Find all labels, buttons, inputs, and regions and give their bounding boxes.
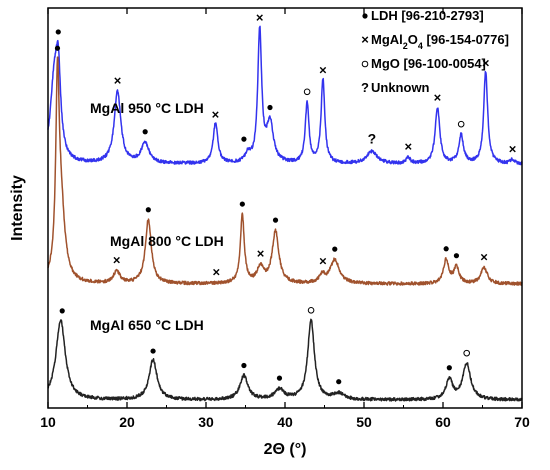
spinel-marker: × — [212, 107, 220, 122]
legend-entry-text: MgAl2O4 [96-154-0776] — [371, 32, 509, 51]
ldh-marker — [55, 29, 61, 35]
ldh-marker — [446, 365, 452, 371]
legend-unknown-symbol: ? — [361, 80, 369, 95]
legend-text-part: MgAl — [371, 32, 403, 47]
ldh-marker — [272, 217, 279, 223]
labels-layer: MgAl 950 °C LDH MgAl 800 °C LDH MgAl 650 °… — [90, 100, 224, 333]
x-tick-label: 50 — [356, 414, 372, 430]
unknown-marker: ? — [368, 131, 377, 147]
ldh-marker — [336, 379, 342, 385]
series-label: MgAl 950 °C LDH — [90, 100, 204, 116]
ldh-marker — [267, 104, 273, 111]
ldh-marker — [241, 362, 247, 369]
spinel-marker: × — [482, 55, 490, 70]
legend-text-part: LDH [96-210-2793] — [371, 8, 484, 23]
ldh-marker — [150, 348, 156, 354]
ldh-marker — [453, 253, 460, 259]
series-label: MgAl 650 °C LDH — [90, 317, 204, 333]
ldh-marker — [59, 308, 65, 314]
spinel-marker: × — [212, 264, 220, 279]
series-label: MgAl 800 °C LDH — [110, 233, 224, 249]
legend: LDH [96-210-2793]× MgAl2O4 [96-154-0776]M… — [361, 8, 509, 95]
legend-entry-text: MgO [96-100-0054] — [371, 56, 486, 71]
spinel-marker: × — [113, 253, 121, 268]
x-tick-label: 70 — [514, 414, 530, 430]
series-layer — [47, 25, 523, 402]
spinel-marker: × — [256, 10, 264, 25]
axes: 10 20 30 40 50 60 70 2Θ (°) Intensity — [9, 7, 530, 458]
legend-spinel-symbol: × — [361, 32, 369, 47]
ldh-marker — [241, 136, 247, 142]
spinel-marker: × — [404, 139, 412, 154]
ldh-marker — [142, 129, 148, 135]
ldh-marker — [54, 45, 61, 51]
series-line — [47, 25, 523, 166]
markers-layer: × × × ×? × × × × × × × × × — [54, 10, 517, 385]
mgo-marker — [307, 306, 315, 314]
x-tick-label: 30 — [198, 414, 214, 430]
legend-entry-text: LDH [96-210-2793] — [371, 8, 484, 23]
legend-text-part: Unknown — [371, 80, 430, 95]
spinel-marker: × — [319, 254, 327, 269]
mgo-marker — [457, 120, 465, 128]
legend-mgo-symbol — [361, 60, 369, 68]
ldh-marker — [145, 207, 151, 213]
x-tick-label: 40 — [277, 414, 293, 430]
legend-subscript: 4 — [418, 41, 423, 51]
x-tick-label: 10 — [40, 414, 56, 430]
mgo-marker — [303, 88, 311, 96]
ldh-marker — [276, 375, 283, 381]
legend-text-part: MgO [96-100-0054] — [371, 56, 486, 71]
x-tick-label: 20 — [119, 414, 135, 430]
ldh-marker — [443, 246, 449, 252]
series-line — [47, 318, 523, 402]
legend-subscript: 2 — [403, 41, 408, 51]
spinel-marker: × — [114, 73, 122, 88]
legend-ldh-symbol — [362, 13, 368, 19]
legend-text-part: [96-154-0776] — [423, 32, 509, 47]
spinel-marker: × — [319, 62, 327, 77]
series-line — [47, 56, 523, 286]
legend-entry-text: Unknown — [371, 80, 430, 95]
x-axis-title: 2Θ (°) — [264, 441, 307, 458]
x-tick-label: 60 — [435, 414, 451, 430]
spinel-marker: × — [434, 90, 442, 105]
spinel-marker: × — [509, 141, 517, 156]
spinel-marker: × — [257, 246, 265, 261]
y-axis-title: Intensity — [9, 175, 26, 241]
spinel-marker: × — [480, 249, 488, 264]
mgo-marker — [463, 349, 471, 357]
legend-text-part: O — [408, 32, 418, 47]
ldh-marker — [332, 246, 338, 252]
ldh-marker — [239, 201, 245, 207]
